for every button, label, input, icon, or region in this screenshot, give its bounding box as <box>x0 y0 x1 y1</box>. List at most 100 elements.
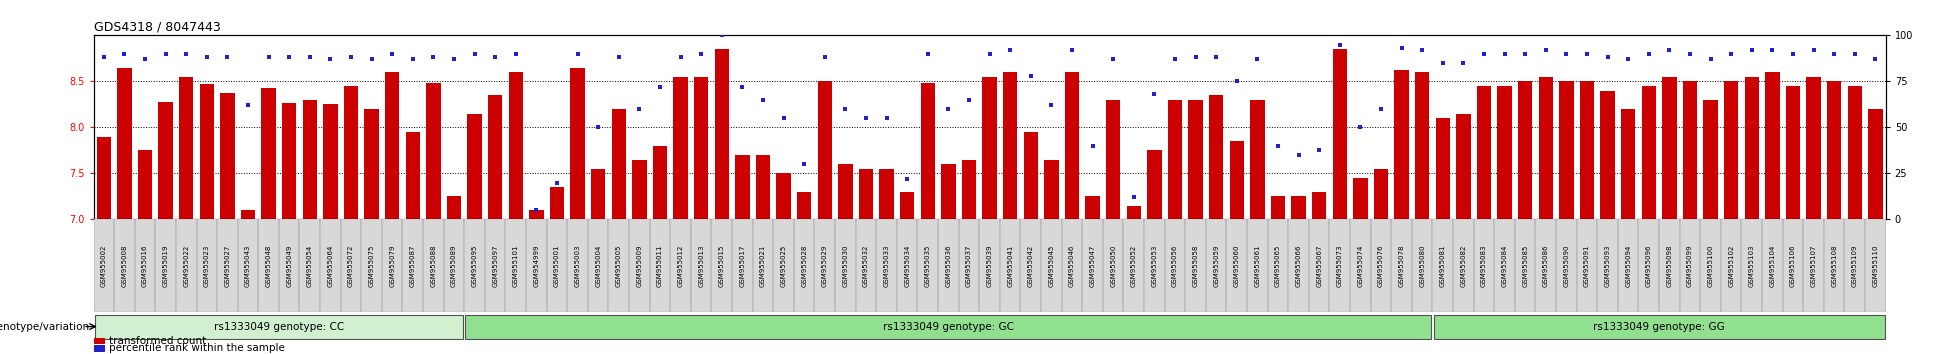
Bar <box>818 81 832 219</box>
Point <box>479 55 510 60</box>
Bar <box>1597 219 1619 312</box>
Text: GSM955083: GSM955083 <box>1480 244 1486 287</box>
Bar <box>1556 219 1576 312</box>
Text: GSM955096: GSM955096 <box>1646 244 1652 287</box>
Text: GSM955049: GSM955049 <box>286 244 292 287</box>
Text: GSM955046: GSM955046 <box>1069 244 1075 287</box>
Bar <box>427 83 440 219</box>
Text: GSM955043: GSM955043 <box>245 244 251 287</box>
Point <box>1447 60 1479 66</box>
Bar <box>319 219 341 312</box>
Text: GSM955090: GSM955090 <box>1564 244 1570 287</box>
Text: rs1333049 genotype: CC: rs1333049 genotype: CC <box>214 321 345 332</box>
Text: percentile rank within the sample: percentile rank within the sample <box>109 343 284 353</box>
Bar <box>261 88 277 219</box>
Bar <box>1103 219 1124 312</box>
Point <box>1469 51 1500 57</box>
Point <box>1344 125 1375 130</box>
Point <box>191 55 222 60</box>
Bar <box>386 72 399 219</box>
Point <box>830 106 861 112</box>
Text: GSM955011: GSM955011 <box>656 244 662 287</box>
Point <box>1241 57 1272 62</box>
Point <box>1531 47 1562 53</box>
Bar <box>364 109 378 219</box>
Bar <box>300 219 319 312</box>
Text: GSM955075: GSM955075 <box>368 244 374 287</box>
Text: GSM955088: GSM955088 <box>431 244 436 287</box>
Bar <box>1703 100 1718 219</box>
Text: GSM955089: GSM955089 <box>452 244 458 287</box>
Bar <box>199 84 214 219</box>
Bar <box>505 219 526 312</box>
Text: GSM955012: GSM955012 <box>678 244 684 287</box>
Text: GSM955106: GSM955106 <box>1790 244 1796 287</box>
Point <box>1654 47 1685 53</box>
Point <box>150 51 181 57</box>
Text: GSM955023: GSM955023 <box>205 244 210 287</box>
Bar <box>1021 219 1040 312</box>
Point <box>563 51 594 57</box>
Bar <box>1066 72 1079 219</box>
Text: GSM955009: GSM955009 <box>637 244 643 287</box>
Bar <box>138 150 152 219</box>
Point <box>335 55 366 60</box>
Point <box>438 57 469 62</box>
Bar <box>1786 86 1800 219</box>
Bar <box>653 146 668 219</box>
Text: GSM955045: GSM955045 <box>1048 244 1054 287</box>
Bar <box>941 164 956 219</box>
Text: GSM955067: GSM955067 <box>1317 244 1323 287</box>
Bar <box>1147 150 1161 219</box>
Point <box>232 103 263 108</box>
Point <box>1385 45 1416 51</box>
Point <box>1056 47 1087 53</box>
Text: GSM955037: GSM955037 <box>966 244 972 287</box>
Point <box>768 115 799 121</box>
Bar <box>756 155 769 219</box>
Bar <box>1311 192 1327 219</box>
Text: GSM955025: GSM955025 <box>781 244 787 287</box>
Text: GSM955060: GSM955060 <box>1233 244 1239 287</box>
Text: GSM955059: GSM955059 <box>1214 244 1219 287</box>
Bar <box>711 219 732 312</box>
Bar <box>117 68 132 219</box>
Point <box>376 51 407 57</box>
Text: GSM955056: GSM955056 <box>1173 244 1179 287</box>
Point <box>542 180 573 185</box>
Point <box>88 55 119 60</box>
Bar <box>674 77 688 219</box>
Text: GSM955086: GSM955086 <box>1543 244 1549 287</box>
Bar <box>1457 114 1471 219</box>
Bar <box>900 192 914 219</box>
Bar <box>282 103 296 219</box>
Bar <box>590 169 606 219</box>
Point <box>1839 51 1870 57</box>
Bar <box>1270 196 1286 219</box>
Text: GSM955050: GSM955050 <box>1110 244 1116 287</box>
Text: GSM954999: GSM954999 <box>534 244 540 287</box>
Point <box>1695 57 1726 62</box>
Bar <box>238 219 259 312</box>
Bar <box>259 219 279 312</box>
Bar <box>1804 219 1823 312</box>
Point <box>1675 51 1706 57</box>
Text: GSM955080: GSM955080 <box>1420 244 1426 287</box>
Bar <box>175 219 197 312</box>
Bar <box>97 137 111 219</box>
Point <box>1798 47 1829 53</box>
Bar <box>797 192 812 219</box>
Point <box>1200 55 1231 60</box>
Bar <box>279 219 300 312</box>
Text: GSM955065: GSM955065 <box>1276 244 1282 287</box>
Text: GSM955002: GSM955002 <box>101 244 107 287</box>
Bar <box>1806 77 1821 219</box>
Point <box>1325 42 1356 47</box>
Point <box>253 55 284 60</box>
Bar <box>526 219 547 312</box>
Point <box>1592 55 1623 60</box>
Point <box>109 51 140 57</box>
Point <box>871 115 902 121</box>
Point <box>1077 143 1108 149</box>
Text: GSM955039: GSM955039 <box>986 244 993 287</box>
